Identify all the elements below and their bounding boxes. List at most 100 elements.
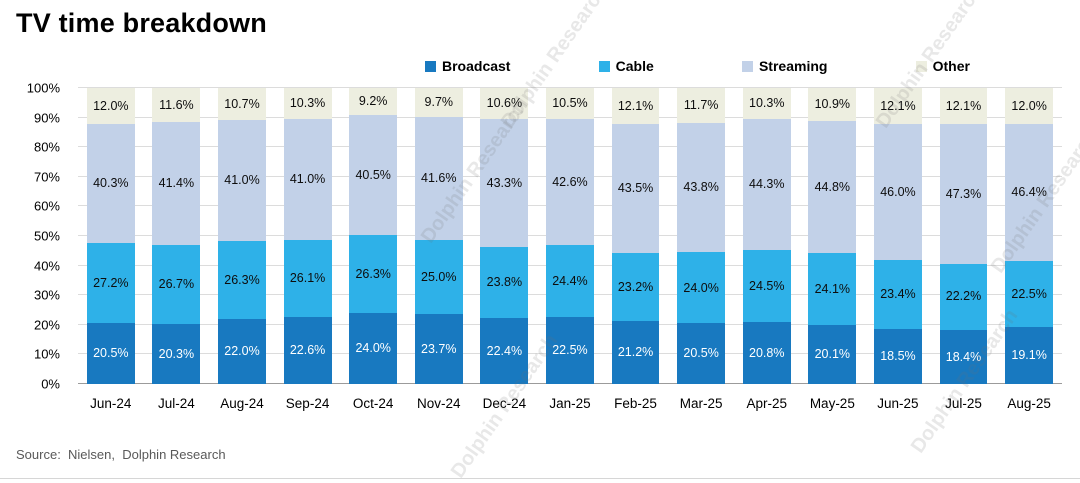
bar-segment-cable: 23.8% [480,247,529,318]
bar-segment-broadcast: 24.0% [349,312,398,384]
bar-segment-label: 22.4% [486,343,523,358]
bar-stack: 19.1% 22.5% 46.4% 12.0% [1005,88,1054,384]
y-axis-tick: 50% [33,228,60,244]
x-axis-label: Jul-25 [945,396,982,411]
bar-stack: 21.2% 23.2% 43.5% 12.1% [611,88,660,384]
bar-segment-cable: 24.1% [808,253,857,325]
bar-segment-other: 9.2% [349,88,398,116]
bar-segment-streaming: 42.6% [546,119,594,246]
legend-label: Streaming [758,58,828,74]
bar-segment-other: 10.9% [808,88,857,121]
bar-segment-other: 12.1% [873,88,922,124]
bar-segment-broadcast: 23.7% [414,313,463,384]
y-axis-tick: 30% [33,287,60,303]
bar-segment-label: 24.0% [683,280,719,295]
bar-stack: 18.5% 23.4% 46.0% 12.1% [873,88,922,384]
plot-area: 20.5% 27.2% 40.3% 12.0% 20.3% 26.7% 41.4% 11.6%… [78,87,1062,384]
bar-segment-label: 22.6% [289,343,326,358]
bar-segment-label: 22.5% [1011,286,1047,301]
bar-segment-label: 12.1% [945,98,982,113]
bar-segment-other: 10.3% [742,88,791,119]
bar-segment-cable: 23.4% [873,260,922,330]
y-axis-tick: 80% [33,139,60,155]
bar-segment-broadcast: 20.1% [808,324,857,384]
y-axis-tick: 100% [26,80,60,96]
bar-segment-label: 23.4% [880,287,916,302]
source-note: Source: Nielsen, Dolphin Research [16,447,226,462]
bar-column: 22.6% 26.1% 41.0% 10.3% [275,88,341,384]
bar-segment-other: 11.7% [677,88,726,123]
bar-segment-label: 12.0% [93,98,129,113]
bar-segment-label: 24.4% [552,274,588,289]
bar-segment-label: 46.0% [880,184,916,199]
bar-segment-label: 22.2% [945,289,982,304]
bar-segment-label: 27.2% [93,275,129,290]
bar-segment-label: 24.1% [814,281,851,296]
bar-segment-label: 10.3% [289,96,326,110]
bar-segment-other: 10.6% [480,88,529,120]
bar-segment-other: 10.5% [546,88,594,120]
bar-stack: 20.8% 24.5% 44.3% 10.3% [742,88,791,384]
bar-segment-other: 10.3% [283,88,332,119]
bar-segment-label: 20.3% [158,346,195,361]
bar-segment-label: 43.5% [617,180,654,195]
bar-column: 22.5% 24.4% 42.6% 10.5% [537,88,603,384]
x-axis-label: Jul-24 [158,396,195,411]
bar-segment-label: 10.5% [552,96,588,111]
bar-segment-other: 12.0% [86,88,135,124]
bar-stack: 20.1% 24.1% 44.8% 10.9% [808,88,857,384]
bar-segment-other: 12.1% [939,88,988,124]
bar-segment-cable: 25.0% [414,239,463,314]
bar-stack: 24.0% 26.3% 40.5% 9.2% [349,88,398,384]
bar-segment-label: 26.1% [289,271,326,286]
bar-column: 20.3% 26.7% 41.4% 11.6% [144,88,210,384]
bar-segment-label: 44.8% [814,179,851,194]
bar-segment-label: 10.6% [486,96,523,111]
bar-segment-label: 12.0% [1011,98,1047,113]
legend-label: Broadcast [442,58,511,74]
bar-segment-label: 22.5% [552,343,588,358]
bar-column: 20.8% 24.5% 44.3% 10.3% [734,88,800,384]
bar-segment-label: 42.6% [552,174,588,189]
bar-stack: 22.0% 26.3% 41.0% 10.7% [218,88,266,384]
bar-segment-label: 24.5% [749,278,785,293]
bar-segment-other: 12.0% [1005,88,1054,124]
y-axis: 0% 10% 20% 30% 40% 50% 60% 70% 80% 90% 100% [0,81,70,392]
bar-segment-cable: 26.1% [283,239,332,318]
x-axis-label: Dec-24 [482,396,527,411]
bar-segment-label: 41.0% [289,171,326,186]
bar-stack: 23.7% 25.0% 41.6% 9.7% [414,88,463,384]
bar-segment-label: 25.0% [421,269,457,284]
bar-segment-label: 10.9% [814,97,851,112]
bar-segment-cable: 27.2% [86,242,135,324]
bar-segment-broadcast: 21.2% [611,321,660,384]
legend-item-cable: Cable [598,58,654,74]
bar-segment-label: 47.3% [945,186,982,201]
bar-column: 20.1% 24.1% 44.8% 10.9% [800,88,866,384]
bar-column: 22.4% 23.8% 43.3% 10.6% [472,88,538,384]
legend-swatch-other [915,60,927,72]
bar-segment-streaming: 43.3% [480,119,529,248]
bar-segment-label: 23.8% [486,275,523,290]
bar-segment-label: 23.7% [421,341,457,356]
bar-segment-broadcast: 22.6% [283,317,332,384]
x-axis-label: Apr-25 [746,396,787,411]
bottom-divider [0,478,1080,479]
chart-legend: Broadcast Cable Streaming Other [425,58,970,74]
bar-stack: 20.5% 27.2% 40.3% 12.0% [86,88,135,384]
bar-segment-streaming: 41.6% [414,116,463,240]
bar-segment-label: 41.4% [158,176,195,191]
x-axis-label: Feb-25 [614,396,657,411]
chart-title: TV time breakdown [16,8,267,38]
bar-segment-label: 9.2% [358,94,388,109]
bar-segment-label: 20.1% [814,347,851,361]
legend-item-streaming: Streaming [741,58,828,74]
x-axis-label: Jan-25 [549,396,591,411]
x-axis-labels: Jun-24 Jul-24 Aug-24 Sep-24 Oct-24 Nov-24 Dec-… [78,396,1062,411]
bar-segment-label: 26.3% [355,266,391,281]
bar-segment-streaming: 40.5% [349,115,398,236]
bar-segment-streaming: 46.0% [873,123,922,260]
legend-item-other: Other [915,58,970,74]
bar-segment-streaming: 41.4% [152,122,201,245]
